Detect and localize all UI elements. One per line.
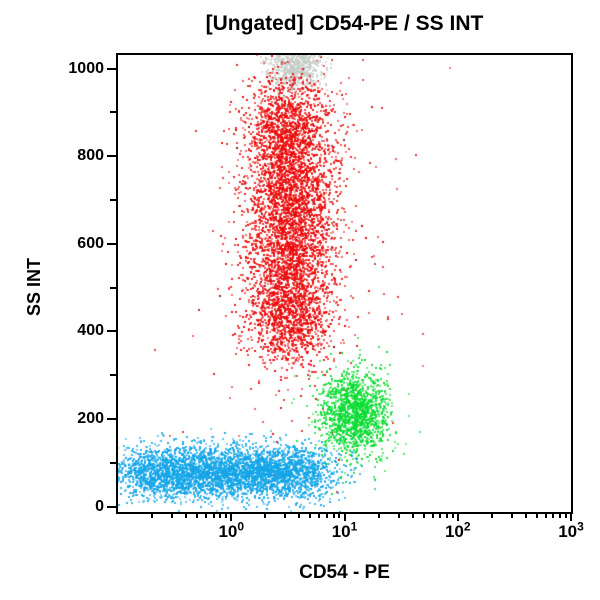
- y-tick-label: 0: [95, 497, 104, 515]
- tick-mark: [196, 514, 199, 518]
- tick-mark: [107, 155, 116, 158]
- tick-mark: [456, 514, 459, 521]
- y-tick-label: 1000: [68, 59, 104, 77]
- tick-mark: [205, 514, 208, 518]
- y-tick-label: 800: [77, 147, 104, 165]
- tick-mark: [107, 418, 116, 421]
- tick-mark: [325, 514, 328, 518]
- tick-mark: [298, 514, 301, 518]
- tick-mark: [544, 514, 547, 518]
- tick-mark: [411, 514, 414, 518]
- tick-mark: [559, 514, 562, 518]
- tick-mark: [439, 514, 442, 518]
- tick-mark: [552, 514, 555, 518]
- tick-mark: [445, 514, 448, 518]
- x-tick-label: 100: [218, 519, 245, 541]
- scatter-plot-area[interactable]: [118, 55, 571, 512]
- tick-mark: [107, 242, 116, 245]
- tick-mark: [107, 330, 116, 333]
- tick-mark: [422, 514, 425, 518]
- tick-mark: [377, 514, 380, 518]
- tick-mark: [451, 514, 454, 518]
- tick-mark: [490, 514, 493, 518]
- tick-mark: [570, 514, 572, 521]
- tick-mark: [212, 514, 215, 518]
- tick-mark: [318, 514, 321, 518]
- tick-mark: [107, 505, 116, 508]
- tick-mark: [431, 514, 434, 518]
- y-axis-title: SS INT: [24, 258, 44, 317]
- tick-mark: [185, 514, 188, 518]
- x-tick-label: 101: [331, 519, 358, 541]
- x-tick-label: 102: [444, 519, 471, 541]
- tick-mark: [338, 514, 341, 518]
- tick-mark: [510, 514, 513, 518]
- tick-mark: [151, 514, 154, 518]
- x-axis-title: CD54 - PE: [299, 562, 390, 583]
- tick-mark: [284, 514, 287, 518]
- tick-mark: [397, 514, 400, 518]
- tick-mark: [564, 514, 567, 518]
- tick-mark: [524, 514, 527, 518]
- tick-mark: [343, 514, 346, 521]
- tick-mark: [107, 67, 116, 70]
- tick-mark: [225, 514, 228, 518]
- tick-mark: [219, 514, 222, 518]
- tick-mark: [264, 514, 267, 518]
- y-tick-label: 200: [77, 410, 104, 428]
- tick-mark: [309, 514, 312, 518]
- tick-mark: [171, 514, 174, 518]
- x-tick-label: 103: [558, 519, 584, 541]
- tick-mark: [332, 514, 335, 518]
- chart-title: [Ungated] CD54-PE / SS INT: [205, 12, 484, 35]
- tick-mark: [230, 514, 233, 521]
- tick-mark: [535, 514, 538, 518]
